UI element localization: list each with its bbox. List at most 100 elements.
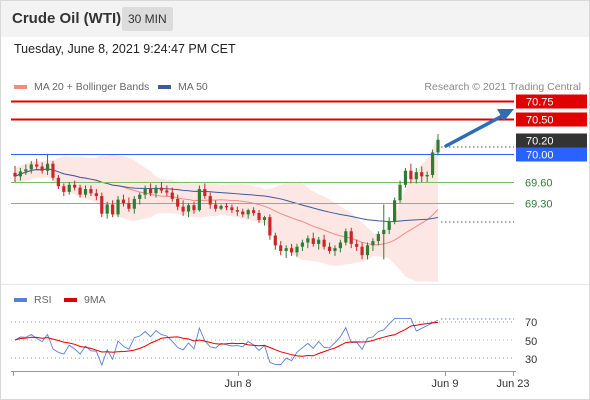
candle (306, 235, 310, 249)
candle (317, 236, 321, 250)
candle (78, 184, 82, 198)
candle (387, 217, 391, 235)
candle (246, 208, 250, 219)
candle (360, 242, 364, 260)
timeframe-badge[interactable]: 30 MIN (122, 7, 173, 31)
svg-text:70.20: 70.20 (526, 136, 554, 148)
research-credit: Research © 2021 Trading Central (424, 81, 581, 93)
candle (73, 180, 77, 191)
candle (83, 185, 88, 198)
candle (420, 166, 424, 182)
level-label-70-20: 70.20 (516, 133, 587, 148)
candle (148, 183, 153, 197)
widget-header: Crude Oil (WTI) 30 MIN (1, 1, 589, 37)
candle (327, 242, 332, 254)
candle (18, 167, 23, 181)
svg-text:70.00: 70.00 (526, 150, 554, 162)
candle (230, 204, 234, 213)
candle (235, 206, 239, 216)
candle (393, 197, 397, 225)
candle (365, 242, 370, 260)
candle (425, 171, 429, 182)
candle (349, 227, 353, 249)
candle (344, 228, 348, 246)
candlesticks (13, 134, 440, 260)
candle (376, 231, 380, 246)
candle (414, 167, 418, 184)
candle (143, 185, 147, 199)
candle (208, 192, 212, 209)
forecast-arrow-icon (444, 109, 514, 148)
candle (203, 183, 207, 199)
candle (132, 196, 136, 214)
level-label-70-00: 70.00 (516, 147, 587, 162)
level-label-70-75: 70.75 (516, 94, 587, 109)
candle (403, 167, 408, 188)
level-label-70-50: 70.50 (516, 112, 587, 127)
candle (154, 184, 158, 198)
candle (430, 149, 435, 178)
candle (252, 207, 256, 216)
candle (67, 182, 71, 195)
ma9-label: 9MA (84, 294, 106, 306)
level-labels: 70.75 70.50 70.20 70.00 69.60 69.30 (516, 94, 587, 211)
candle (268, 214, 272, 240)
candle (409, 163, 413, 184)
candle (355, 239, 359, 251)
rsi-panel: 70 50 30 (11, 317, 537, 367)
level-label-69-60: 69.60 (525, 178, 553, 190)
legend-ma50: MA 50 (158, 81, 208, 93)
candle (311, 232, 315, 247)
candle (13, 165, 17, 182)
rsi-swatch (14, 298, 27, 302)
ma9-swatch (64, 298, 77, 302)
candle (371, 238, 375, 251)
candle (300, 239, 305, 251)
rsi-level-50: 50 (525, 336, 537, 348)
rsi-9ma-line (14, 321, 439, 357)
candle (159, 182, 164, 194)
candle (62, 183, 66, 197)
x-label-jun8: Jun 8 (225, 378, 252, 390)
candle (100, 192, 104, 218)
candle (94, 189, 98, 201)
rsi-level-30: 30 (525, 354, 537, 366)
candle (45, 153, 50, 175)
candle (51, 160, 55, 181)
candle (181, 200, 185, 216)
candle (186, 203, 191, 218)
rsi-line (14, 317, 439, 367)
candle (138, 192, 142, 205)
candle (262, 215, 267, 226)
candle (127, 197, 131, 212)
candle (398, 180, 402, 204)
candle (56, 174, 60, 190)
svg-text:70.50: 70.50 (526, 115, 554, 127)
ma20-label: MA 20 + Bollinger Bands (34, 81, 150, 93)
candle (284, 245, 288, 258)
candle (116, 196, 120, 218)
candle (176, 194, 180, 211)
candle (382, 204, 386, 260)
candle (224, 203, 229, 211)
timestamp: Tuesday, June 8, 2021 9:24:47 PM CET (14, 42, 236, 56)
rsi-level-70: 70 (525, 317, 537, 329)
candle (197, 185, 201, 212)
candle (279, 241, 283, 256)
rsi-label: RSI (34, 294, 52, 306)
candle (214, 200, 218, 212)
instrument-title: Crude Oil (WTI) (12, 10, 122, 27)
level-lines (11, 100, 514, 204)
candle (333, 245, 337, 256)
ma50-swatch (158, 85, 171, 89)
candle (105, 201, 109, 219)
candle (40, 162, 44, 174)
candle (121, 194, 126, 207)
x-label-jun23: Jun 23 (496, 378, 529, 390)
candle (338, 239, 342, 253)
candle (170, 187, 174, 202)
x-label-jun9: Jun 9 (432, 378, 459, 390)
candle (192, 201, 196, 214)
candle (289, 243, 294, 256)
